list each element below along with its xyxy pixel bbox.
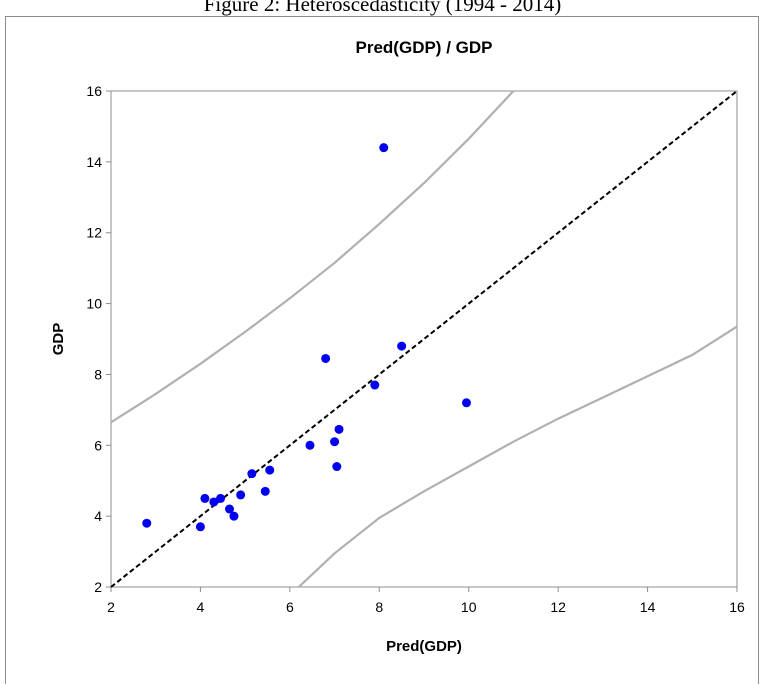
data-point xyxy=(379,143,389,153)
y-tick-label: 14 xyxy=(86,154,102,170)
chart-frame xyxy=(5,16,759,684)
reference-line xyxy=(110,90,738,588)
data-point xyxy=(216,493,226,503)
y-tick-label: 4 xyxy=(94,508,102,524)
y-tick-label: 2 xyxy=(94,579,102,595)
data-point xyxy=(142,518,152,528)
x-tick-label: 10 xyxy=(461,599,477,615)
data-point xyxy=(236,490,246,500)
x-tick-label: 4 xyxy=(197,599,205,615)
data-point xyxy=(247,469,257,479)
x-axis-label: Pred(GDP) xyxy=(386,638,462,655)
y-tick-label: 12 xyxy=(86,225,102,241)
upper-band-line xyxy=(110,90,515,424)
x-tick-label: 6 xyxy=(286,599,294,615)
y-axis-ticks: 2 4 6 8 10 12 14 16 xyxy=(86,83,111,595)
lower-band-line xyxy=(298,325,738,588)
data-point xyxy=(334,424,344,434)
x-tick-label: 2 xyxy=(107,599,115,615)
data-point xyxy=(461,398,471,408)
x-tick-label: 12 xyxy=(550,599,566,615)
y-axis-label: GDP xyxy=(50,323,67,356)
y-tick-label: 16 xyxy=(86,83,102,99)
x-tick-label: 8 xyxy=(375,599,383,615)
data-point xyxy=(195,522,205,532)
x-tick-label: 16 xyxy=(729,599,745,615)
data-point xyxy=(265,465,275,475)
figure-caption: Figure 2: Heteroscedasticity (1994 - 201… xyxy=(203,0,562,16)
y-tick-label: 10 xyxy=(86,296,102,312)
plot-area xyxy=(110,90,738,588)
data-point xyxy=(224,504,234,514)
data-point xyxy=(200,493,210,503)
data-points xyxy=(142,143,471,532)
data-point xyxy=(305,440,315,450)
y-tick-label: 8 xyxy=(94,366,102,382)
data-point xyxy=(260,486,270,496)
data-point xyxy=(209,497,219,507)
data-point xyxy=(370,380,380,390)
x-axis-ticks: 2 4 6 8 10 12 14 16 xyxy=(107,587,745,615)
data-point xyxy=(229,511,239,521)
data-point xyxy=(332,462,342,472)
series-layer xyxy=(110,90,738,588)
data-point xyxy=(397,341,407,351)
chart-title: Pred(GDP) / GDP xyxy=(356,38,493,57)
data-point xyxy=(321,353,331,363)
data-point xyxy=(330,437,340,447)
y-tick-label: 6 xyxy=(94,437,102,453)
x-tick-label: 14 xyxy=(640,599,656,615)
